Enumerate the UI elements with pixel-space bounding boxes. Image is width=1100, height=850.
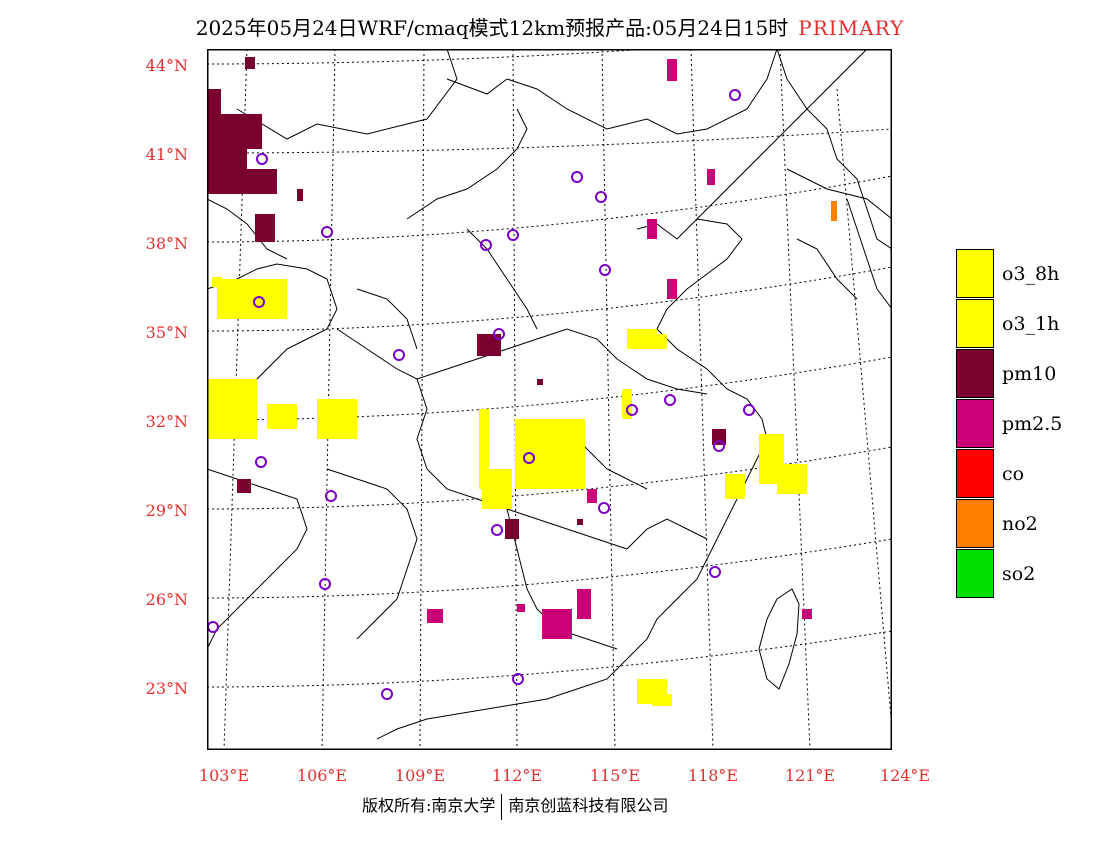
lat-label-44: 44°N [145,56,188,75]
legend-item-o3-8h: o3_8h [956,249,1100,299]
legend-label-pm10: pm10 [1002,363,1057,385]
taiwan-outline [758,588,800,690]
legend-label-pm25: pm2.5 [1002,413,1063,435]
no2-area [831,201,837,221]
legend-swatch-o3-8h [956,249,994,298]
legend-item-so2: so2 [956,549,1100,599]
legend-swatch-no2 [956,499,994,548]
lon-label-103: 103°E [198,766,250,785]
lon-label-106: 106°E [296,766,348,785]
lon-label-112: 112°E [491,766,543,785]
legend-swatch-o3-1h [956,299,994,348]
lon-label-121: 121°E [784,766,836,785]
legend-swatch-co [956,449,994,498]
legend-item-pm25: pm2.5 [956,399,1100,449]
legend-item-o3-1h: o3_1h [956,299,1100,349]
lat-label-35: 35°N [145,323,188,342]
korea-coast [806,108,892,250]
map-title: 2025年05月24日WRF/cmaq模式12km预报产品:05月24日15时 P… [0,12,1100,41]
pm25-areas [427,59,812,639]
lat-label-23: 23°N [145,679,188,698]
legend-swatch-pm25 [956,399,994,448]
map-frame [207,49,892,750]
forecast-map [207,49,892,750]
legend-swatch-so2 [956,549,994,598]
lon-label-109: 109°E [394,766,446,785]
latitude-gridlines [207,49,892,688]
lat-label-29: 29°N [145,501,188,520]
lat-label-26: 26°N [145,590,188,609]
lon-label-115: 115°E [589,766,641,785]
legend: o3_8h o3_1h pm10 pm2.5 co no2 so2 [956,249,1100,599]
copyright-left: 版权所有:南京大学 [362,796,496,815]
province-borders [207,49,892,740]
legend-item-pm10: pm10 [956,349,1100,399]
legend-swatch-pm10 [956,349,994,398]
copyright-footer: 版权所有:南京大学 南京创蓝科技有限公司 [362,792,668,820]
legend-item-no2: no2 [956,499,1100,549]
lat-label-38: 38°N [145,234,188,253]
legend-label-no2: no2 [1002,513,1038,535]
legend-label-o3-8h: o3_8h [1002,263,1060,285]
title-text: 2025年05月24日WRF/cmaq模式12km预报产品:05月24日15时 [195,16,789,40]
lon-label-118: 118°E [687,766,739,785]
station-markers [207,89,755,700]
legend-label-o3-1h: o3_1h [1002,313,1060,335]
lon-label-124: 124°E [879,766,931,785]
o3-areas [207,277,807,706]
map-canvas [207,49,892,750]
lat-label-32: 32°N [145,412,188,431]
primary-tag: PRIMARY [798,16,905,40]
legend-label-co: co [1002,463,1025,485]
lat-label-41: 41°N [145,145,188,164]
legend-item-co: co [956,449,1100,499]
copyright-right: 南京创蓝科技有限公司 [508,796,669,815]
footer-separator [501,793,503,820]
legend-label-so2: so2 [1002,563,1036,585]
